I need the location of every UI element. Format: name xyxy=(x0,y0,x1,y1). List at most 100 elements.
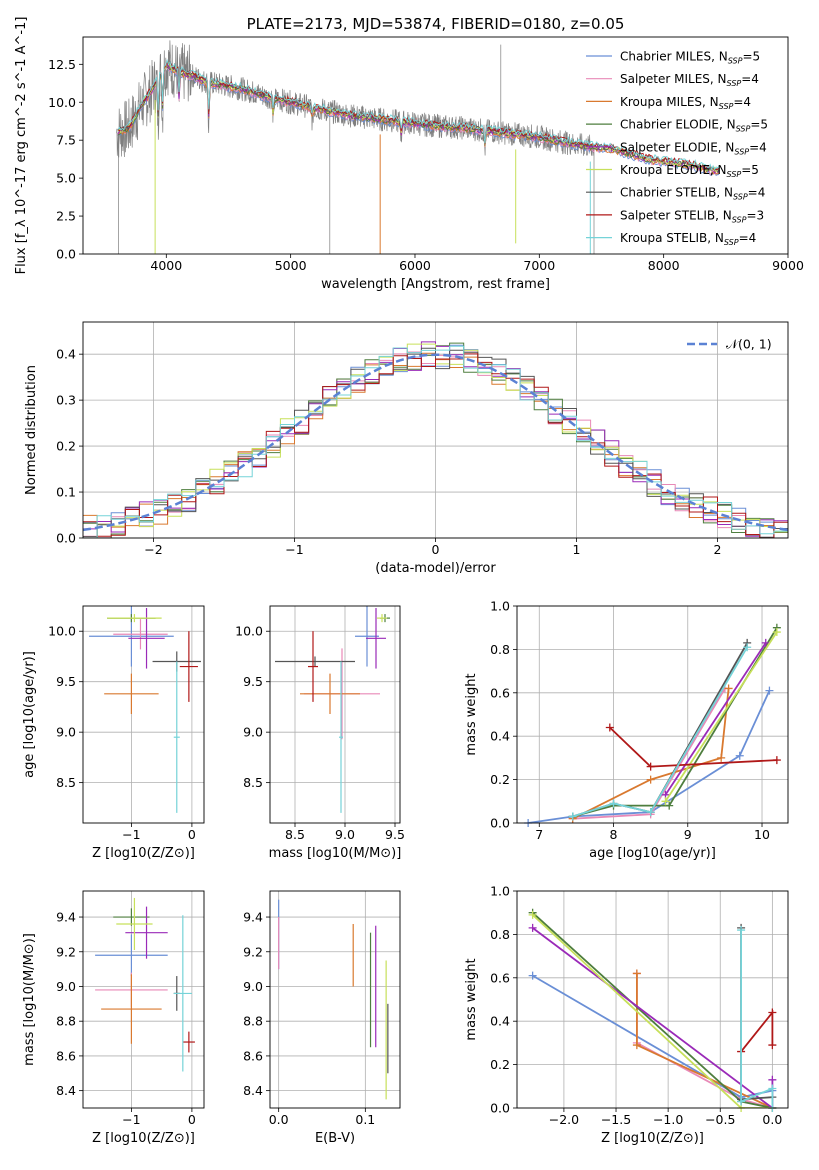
x-tick-label: 8000 xyxy=(648,258,680,273)
errorbar-point xyxy=(179,631,198,702)
legend-label: Chabrier STELIB, NSSP=4 xyxy=(620,186,765,202)
x-tick-label: −1 xyxy=(122,827,140,842)
plot-frame xyxy=(516,890,789,1109)
legend-label: Kroupa ELODIE, NSSP=5 xyxy=(620,163,759,179)
y-tick-label: 8.5 xyxy=(243,775,263,790)
weight-marker xyxy=(737,1097,746,1106)
weight-series-3 xyxy=(636,973,773,1108)
weight-marker xyxy=(717,753,726,762)
weight-series-2 xyxy=(572,688,726,820)
y-tick-label: 0.6 xyxy=(490,685,510,700)
x-tick-label: −0.5 xyxy=(705,1112,735,1127)
residuals-panel: −2 −1 0 1 2 0.0 0.1 0.2 0.3 0.4 (data-model)/error… xyxy=(24,321,789,576)
age-vs-mass-panel: 8.5 9.0 9.5 8.5 9.0 9.5 10.0 mass [log10(M/M⊙)] xyxy=(235,605,405,861)
y-tick-label: 0.0 xyxy=(56,531,76,546)
age-vs-Z-panel: −1 0 8.5 9.0 9.5 10.0 Z [log10(Z/Z⊙)] age [log1… xyxy=(22,605,205,861)
y-tick-label: 0.0 xyxy=(56,247,76,262)
weight-marker xyxy=(632,969,641,978)
y-tick-label: 0.1 xyxy=(56,485,76,500)
x-axis-label: age [log10(age/yr)] xyxy=(589,846,716,861)
legend-label: Chabrier MILES, NSSP=5 xyxy=(620,50,760,66)
weight-series-7 xyxy=(740,927,773,1101)
weight-marker xyxy=(632,1041,641,1050)
y-tick-label: 7.5 xyxy=(56,133,76,148)
x-tick-label: −1 xyxy=(285,542,303,557)
ticks: 8.5 9.0 9.5 8.5 9.0 9.5 10.0 xyxy=(235,624,405,842)
errorbar-point xyxy=(275,656,355,667)
weight-marker xyxy=(528,923,537,932)
weight-series-1 xyxy=(527,690,771,823)
y-tick-label: 8.8 xyxy=(56,1014,76,1029)
spectrum-legend: Chabrier MILES, NSSP=5 Salpeter MILES, NS… xyxy=(586,50,768,247)
x-tick-label: 7000 xyxy=(523,258,555,273)
weight-marker xyxy=(605,723,614,732)
weight-series-5 xyxy=(532,927,774,1108)
y-tick-label: 1.0 xyxy=(490,599,510,614)
legend-label: Kroupa MILES, NSSP=4 xyxy=(620,95,751,111)
y-axis-label: mass weight xyxy=(464,958,479,1040)
x-axis-label: Z [log10(Z/Z⊙)] xyxy=(601,1131,704,1146)
x-tick-label: 9.0 xyxy=(335,827,355,842)
y-tick-label: 5.0 xyxy=(56,171,76,186)
weight-marker xyxy=(609,799,618,808)
y-tick-label: 0.4 xyxy=(56,347,76,362)
y-axis-label: mass [log10(M/M⊙)] xyxy=(22,933,37,1066)
plot-frame xyxy=(82,605,205,824)
x-tick-label: 8 xyxy=(610,827,618,842)
legend-label: Kroupa STELIB, NSSP=4 xyxy=(620,231,756,247)
y-tick-label: 9.2 xyxy=(243,944,263,959)
y-tick-label: 10.0 xyxy=(48,624,76,639)
y-tick-label: 0.2 xyxy=(56,439,76,454)
y-tick-label: 0.8 xyxy=(490,642,510,657)
weight-marker xyxy=(735,751,744,760)
plot-frame xyxy=(82,890,205,1109)
x-tick-label: 0 xyxy=(432,542,440,557)
x-tick-label: −1 xyxy=(122,1112,140,1127)
weight-marker xyxy=(568,812,577,821)
x-tick-label: −2 xyxy=(144,542,162,557)
y-tick-label: 8.8 xyxy=(243,1014,263,1029)
x-tick-label: 9.5 xyxy=(385,827,405,842)
legend-label: Salpeter MILES, NSSP=4 xyxy=(620,72,759,88)
x-tick-label: 5000 xyxy=(275,258,307,273)
y-tick-label: 9.2 xyxy=(56,944,76,959)
weight-marker xyxy=(772,756,781,765)
weight-series-4 xyxy=(572,627,778,818)
weight-marker xyxy=(768,1084,777,1093)
y-tick-label: 0.4 xyxy=(490,729,510,744)
weight-series-3 xyxy=(572,688,730,820)
ticks: −1 0 8.4 8.6 8.8 9.0 9.2 9.4 xyxy=(56,910,196,1127)
weight-series-1 xyxy=(532,974,773,1099)
y-tick-label: 0.2 xyxy=(490,772,510,787)
spectrum-model-line-3 xyxy=(117,64,720,176)
weight-series-9 xyxy=(740,930,774,1108)
errorbar-point xyxy=(101,974,162,1044)
weight-series-5 xyxy=(664,642,767,796)
weight-marker xyxy=(646,808,655,817)
grid xyxy=(270,606,400,823)
x-axis-label: Z [log10(Z/Z⊙)] xyxy=(92,1131,195,1146)
y-tick-label: 8.6 xyxy=(56,1048,76,1063)
legend-label: 𝒩(0, 1) xyxy=(726,337,772,352)
x-tick-label: 7 xyxy=(535,827,543,842)
y-tick-label: 0.0 xyxy=(490,816,510,831)
weight-marker xyxy=(528,971,537,980)
y-tick-label: 9.5 xyxy=(243,674,263,689)
y-tick-label: 9.0 xyxy=(56,725,76,740)
y-tick-label: 10.0 xyxy=(235,624,263,639)
weight-vs-Z-panel: −2.0 −1.5 −1.0 −0.5 0.0 0.0 0.2 0.4 0.6 0.8 1.0 Z [… xyxy=(464,884,789,1146)
x-tick-label: 9 xyxy=(684,827,692,842)
x-axis-label: E(B-V) xyxy=(315,1131,355,1146)
weight-marker xyxy=(646,762,655,771)
x-axis-label: wavelength [Angstrom, rest frame] xyxy=(321,277,550,292)
residual-histogram-7 xyxy=(83,347,788,538)
grid xyxy=(517,605,788,824)
x-tick-label: 0.1 xyxy=(355,1112,375,1127)
normal-curve xyxy=(83,353,788,532)
errorbar-point xyxy=(125,906,168,959)
legend-label: Salpeter ELODIE, NSSP=4 xyxy=(620,140,767,156)
y-tick-label: 12.5 xyxy=(48,57,76,72)
y-tick-label: 8.6 xyxy=(243,1048,263,1063)
y-tick-label: 10.0 xyxy=(48,95,76,110)
y-tick-label: 9.5 xyxy=(56,674,76,689)
